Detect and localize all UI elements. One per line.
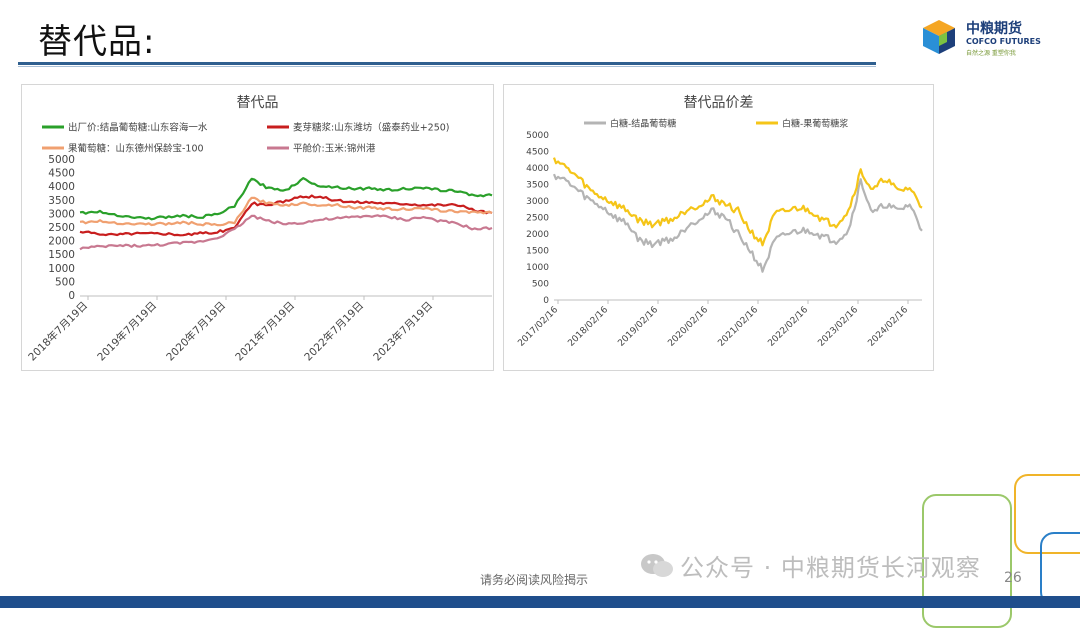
y-tick-label: 3000	[48, 208, 75, 220]
chart-title: 替代品	[237, 95, 279, 111]
y-tick-label: 4000	[48, 181, 75, 193]
y-tick-label: 1000	[526, 263, 549, 273]
logo-cn-text: 中粮期货	[966, 21, 1022, 37]
x-tick-label: 2019年7月19日	[95, 299, 160, 364]
y-tick-label: 5000	[526, 131, 549, 141]
series-line	[79, 214, 493, 251]
series-line	[79, 194, 493, 237]
slide-title: 替代品:	[38, 22, 156, 62]
series-line	[552, 173, 923, 273]
legend-label: 平舱价:玉米:锦州港	[293, 143, 376, 155]
legend-label: 白糖-果葡萄糖浆	[782, 118, 848, 130]
x-tick-label: 2018年7月19日	[26, 299, 91, 364]
x-tick-label: 2020年7月19日	[164, 299, 229, 364]
y-tick-label: 3500	[48, 195, 75, 207]
x-tick-label: 2024/02/16	[866, 305, 910, 349]
x-tick-label: 2023/02/16	[816, 305, 860, 349]
y-tick-label: 1500	[526, 247, 549, 257]
logo-slogan: 自然之源 重塑你我	[966, 50, 1016, 57]
y-tick-label: 2500	[526, 214, 549, 224]
legend-label: 出厂价:结晶葡萄糖:山东容海一水	[68, 122, 208, 134]
x-tick-label: 2021年7月19日	[233, 299, 298, 364]
wechat-icon	[641, 554, 673, 577]
y-tick-label: 1000	[48, 263, 75, 275]
page-number: 26	[1004, 570, 1022, 586]
y-tick-label: 2000	[526, 230, 549, 240]
chart-panel-spread: 替代品价差 白糖-结晶葡萄糖 白糖-果葡萄糖浆 5000 4500 4000 3500 300…	[503, 84, 934, 371]
y-tick-label: 0	[543, 296, 549, 306]
x-tick-label: 2020/02/16	[666, 305, 710, 349]
logo-cube-icon	[923, 20, 955, 54]
risk-disclosure-note: 请务必阅读风险揭示	[480, 573, 589, 587]
y-tick-label: 500	[532, 280, 549, 290]
y-tick-label: 3000	[526, 197, 549, 207]
x-tick-label: 2019/02/16	[616, 305, 660, 349]
cofco-futures-logo: 中粮期货 COFCO FUTURES 自然之源 重塑你我	[920, 16, 1060, 60]
series-line	[552, 157, 923, 247]
chart-panel-substitutes: 替代品出厂价:结晶葡萄糖:山东容海一水 麦芽糖浆:山东潍坊（盛泰药业+250) 果葡…	[21, 84, 494, 371]
legend-label: 麦芽糖浆:山东潍坊（盛泰药业+250)	[293, 122, 450, 134]
series-line	[79, 196, 493, 227]
y-tick-label: 4500	[526, 148, 549, 158]
y-tick-label: 5000	[48, 154, 75, 166]
chart-title: 替代品价差	[684, 95, 754, 111]
logo-en-text: COFCO FUTURES	[966, 37, 1041, 46]
decorative-frame-yellow	[1014, 474, 1080, 554]
series-line	[79, 177, 493, 221]
y-tick-label: 2000	[48, 236, 75, 248]
y-tick-label: 0	[68, 290, 75, 302]
wechat-watermark: 公众号 · 中粮期货长河观察	[680, 554, 981, 582]
x-tick-label: 2021/02/16	[716, 305, 760, 349]
x-tick-label: 2017/02/16	[516, 305, 560, 349]
title-rule-thin	[18, 66, 876, 67]
y-tick-label: 1500	[48, 249, 75, 261]
y-tick-label: 4000	[526, 164, 549, 174]
y-tick-label: 4500	[48, 168, 75, 180]
y-tick-label: 3500	[526, 181, 549, 191]
x-tick-label: 2022/02/16	[766, 305, 810, 349]
y-tick-label: 2500	[48, 222, 75, 234]
decorative-frame-blue	[1040, 532, 1080, 606]
x-tick-label: 2022年7月19日	[302, 299, 367, 364]
y-tick-label: 500	[55, 276, 75, 288]
bottom-bar	[0, 596, 1080, 608]
legend-label: 白糖-结晶葡萄糖	[610, 118, 676, 130]
legend-label: 果葡萄糖：山东德州保龄宝-100	[68, 143, 204, 155]
x-tick-label: 2023年7月19日	[371, 299, 436, 364]
x-tick-label: 2018/02/16	[566, 305, 610, 349]
title-rule	[18, 62, 876, 65]
